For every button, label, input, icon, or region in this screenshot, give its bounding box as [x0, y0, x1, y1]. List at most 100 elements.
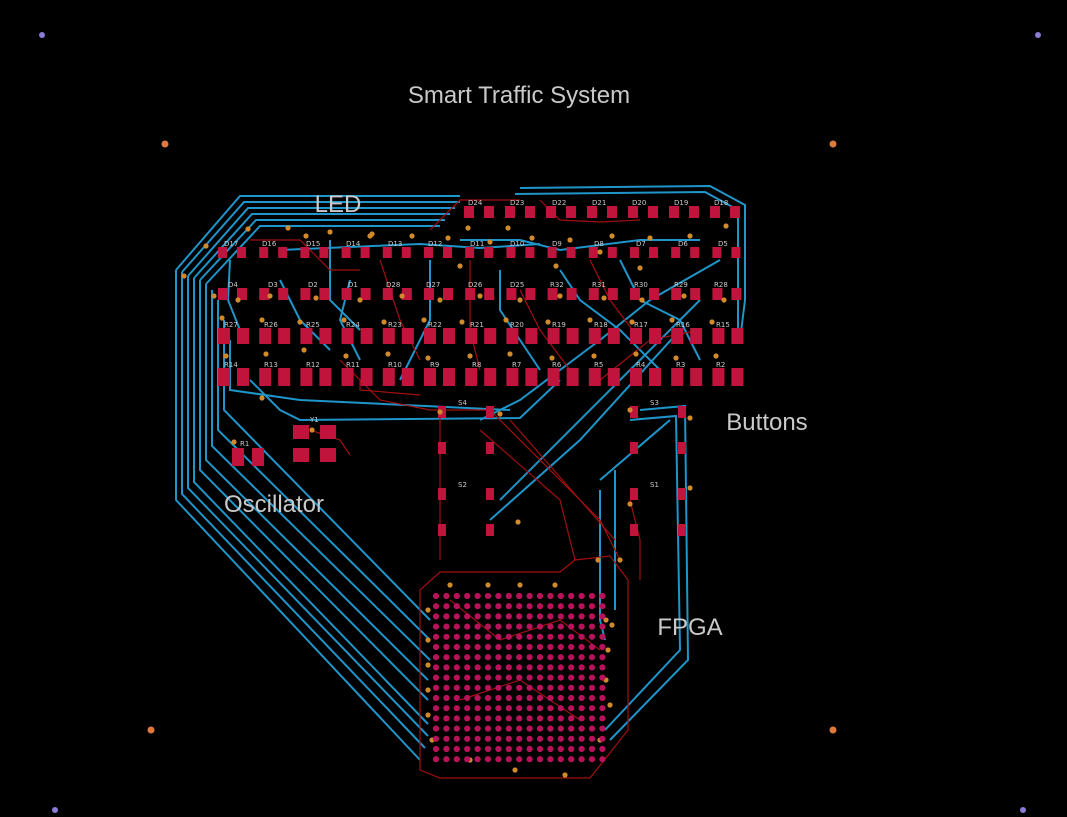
- via: [607, 702, 613, 708]
- bga-ball: [599, 715, 606, 722]
- button-pad: [678, 442, 686, 454]
- led-pad: [628, 206, 638, 218]
- bga-ball: [495, 756, 502, 763]
- button-pad: [630, 524, 638, 536]
- component-pad: [382, 247, 392, 258]
- bga-ball: [464, 735, 471, 742]
- bga-ball: [505, 643, 512, 651]
- bga-ball: [568, 613, 575, 620]
- refdes-row2-8: D9: [552, 240, 562, 248]
- via: [477, 293, 483, 299]
- bga-ball: [526, 745, 533, 753]
- via: [267, 293, 273, 299]
- component-pad: [424, 368, 436, 386]
- component-pad: [424, 247, 433, 258]
- bga-ball: [526, 684, 533, 691]
- bga-ball: [484, 664, 492, 671]
- via: [503, 317, 509, 323]
- via: [437, 297, 443, 303]
- component-pad: [382, 368, 395, 386]
- bga-ball: [536, 735, 544, 742]
- component-pad: [690, 288, 701, 300]
- led-pad: [607, 206, 617, 218]
- bga-ball: [432, 756, 440, 763]
- bga-ball: [453, 603, 460, 610]
- bga-ball: [474, 664, 481, 671]
- via: [567, 237, 573, 243]
- bga-ball: [557, 735, 564, 742]
- button-pad: [678, 488, 686, 500]
- component-pad: [341, 328, 354, 344]
- button-pad: [630, 488, 638, 500]
- via: [505, 225, 511, 231]
- bga-ball: [516, 694, 523, 702]
- bga-ball: [536, 694, 544, 702]
- via: [627, 501, 633, 507]
- bga-ball: [588, 613, 596, 620]
- silkscreen-labels: Smart Traffic System LED Buttons Oscilla…: [224, 82, 808, 641]
- button-pad: [486, 524, 494, 536]
- via: [385, 351, 391, 357]
- component-pad: [237, 368, 249, 386]
- component-pad: [712, 247, 722, 258]
- bga-ball: [505, 735, 512, 742]
- via: [629, 319, 635, 325]
- bga-ball: [516, 756, 523, 763]
- bga-ball: [453, 756, 460, 763]
- bga-ball: [505, 592, 512, 600]
- via: [669, 317, 675, 323]
- bga-ball: [484, 613, 492, 620]
- bga-ball: [453, 623, 460, 630]
- bga-ball: [588, 705, 596, 712]
- via: [341, 317, 347, 323]
- refdes-row4-3: R24: [346, 321, 360, 329]
- component-pad: [237, 288, 247, 300]
- bga-ball: [578, 664, 585, 671]
- bga-ball: [495, 705, 502, 712]
- bga-ball: [599, 745, 606, 753]
- bga-ball: [516, 633, 523, 640]
- component-pad: [484, 247, 494, 258]
- bga-ball: [557, 684, 564, 691]
- led-section-label: LED: [315, 191, 362, 218]
- bga-ball: [568, 756, 575, 763]
- bga-ball: [505, 725, 512, 732]
- bga-ball: [578, 643, 585, 651]
- bga-ball: [432, 592, 440, 600]
- bga-ball: [557, 674, 564, 681]
- via: [409, 233, 415, 239]
- refdes-row2-5: D12: [428, 240, 442, 248]
- bga-ball: [526, 705, 533, 712]
- bga-ball: [443, 735, 450, 742]
- component-pad: [360, 247, 370, 258]
- bga-ball: [588, 643, 596, 651]
- component-pad: [566, 328, 579, 344]
- refdes-row1-1: D23: [510, 199, 524, 207]
- bga-ball: [453, 694, 460, 702]
- fpga-section-label: FPGA: [657, 614, 722, 641]
- component-pad: [607, 368, 620, 386]
- bga-ball: [484, 735, 492, 742]
- bga-ball: [505, 654, 512, 661]
- bga-ball: [536, 684, 544, 691]
- bga-ball: [516, 623, 523, 630]
- oscillator-section-label: Oscillator: [224, 491, 324, 518]
- bga-ball: [599, 654, 606, 661]
- bga-ball: [432, 694, 440, 702]
- refdes-row2-2: D15: [306, 240, 320, 248]
- component-pad: [443, 368, 455, 386]
- bga-ball: [547, 725, 554, 732]
- bga-ball: [578, 613, 585, 620]
- bga-ball: [536, 592, 544, 600]
- button-pad: [678, 406, 686, 418]
- button-pad: [630, 406, 638, 418]
- component-pad: [607, 288, 618, 300]
- bga-ball: [568, 603, 575, 610]
- component-pad: [300, 288, 311, 300]
- bga-ball: [453, 592, 460, 600]
- bga-ball: [464, 592, 471, 600]
- bga-ball: [464, 633, 471, 640]
- bga-ball: [453, 664, 460, 671]
- bga-ball: [505, 756, 512, 763]
- bga-ball: [588, 745, 596, 753]
